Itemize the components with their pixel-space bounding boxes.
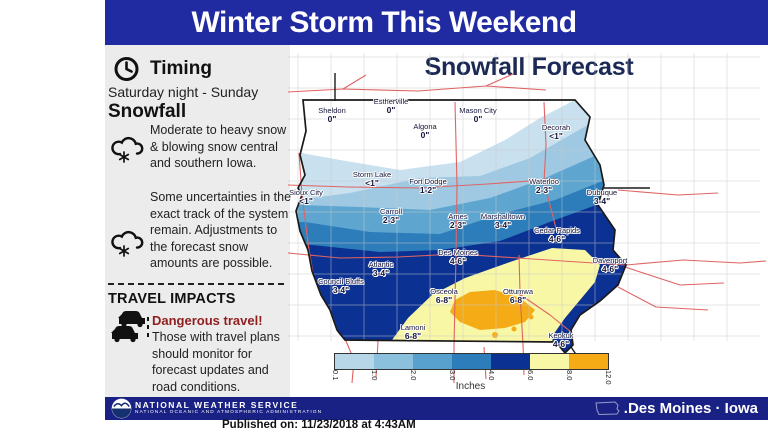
- legend-segment: [452, 354, 491, 369]
- clock-icon: [114, 57, 139, 81]
- snowfall-paragraph-1: Moderate to heavy snow & blowing snow ce…: [150, 123, 287, 170]
- legend-tick: 1.0: [370, 370, 379, 381]
- snowfall-heading: Snowfall: [108, 101, 187, 122]
- iowa-outline-icon: [595, 401, 620, 416]
- noaa-logo: [111, 398, 132, 419]
- legend-segment: [491, 354, 530, 369]
- office-label: .Des Moines · Iowa: [623, 400, 758, 417]
- legend-segment: [413, 354, 452, 369]
- snowfall-paragraph-2: Some uncertainties in the exact track of…: [150, 190, 292, 270]
- published-timestamp: Published on: 11/23/2018 at 4:43AM: [222, 419, 416, 431]
- legend-tick: 6.0: [526, 370, 535, 381]
- timing-text: Saturday night - Sunday: [108, 84, 259, 100]
- traffic-icon: [111, 311, 149, 343]
- legend-tick: 8.0: [565, 370, 574, 381]
- legend-colorbar: [334, 353, 609, 370]
- dangerous-travel-warning: Dangerous travel!: [152, 313, 263, 328]
- legend-segment: [374, 354, 413, 369]
- banner-title: Winter Storm This Weekend: [191, 5, 577, 39]
- travel-impacts-heading: TRAVEL IMPACTS: [108, 291, 236, 307]
- footer-bar: NATIONAL WEATHER SERVICE NATIONAL OCEANI…: [105, 397, 768, 420]
- legend-tick: 3.0: [448, 370, 457, 381]
- timing-heading: Timing: [150, 58, 212, 79]
- impacts-text: Those with travel plans should monitor f…: [152, 330, 280, 394]
- snow-bands: [296, 100, 626, 353]
- dashed-divider: [108, 283, 284, 285]
- banner: Winter Storm This Weekend: [105, 0, 768, 45]
- snow-cloud-icon: [111, 230, 144, 257]
- legend-tick: 2.0: [409, 370, 418, 381]
- snow-cloud-icon: [111, 136, 144, 163]
- info-panel: Timing Saturday night - Sunday Snowfall …: [105, 45, 292, 397]
- legend-tick: 4.0: [487, 370, 496, 381]
- legend-tick: 0.1: [331, 370, 340, 381]
- agency-name: NATIONAL WEATHER SERVICE NATIONAL OCEANI…: [135, 400, 323, 415]
- legend-segment: [569, 354, 608, 369]
- legend-unit-label: Inches: [455, 381, 486, 392]
- wfo-office: .Des Moines · Iowa: [594, 400, 758, 417]
- county-grid: [288, 53, 760, 341]
- legend-segment: [335, 354, 374, 369]
- snowfall-map: [288, 53, 767, 384]
- legend-segment: [530, 354, 569, 369]
